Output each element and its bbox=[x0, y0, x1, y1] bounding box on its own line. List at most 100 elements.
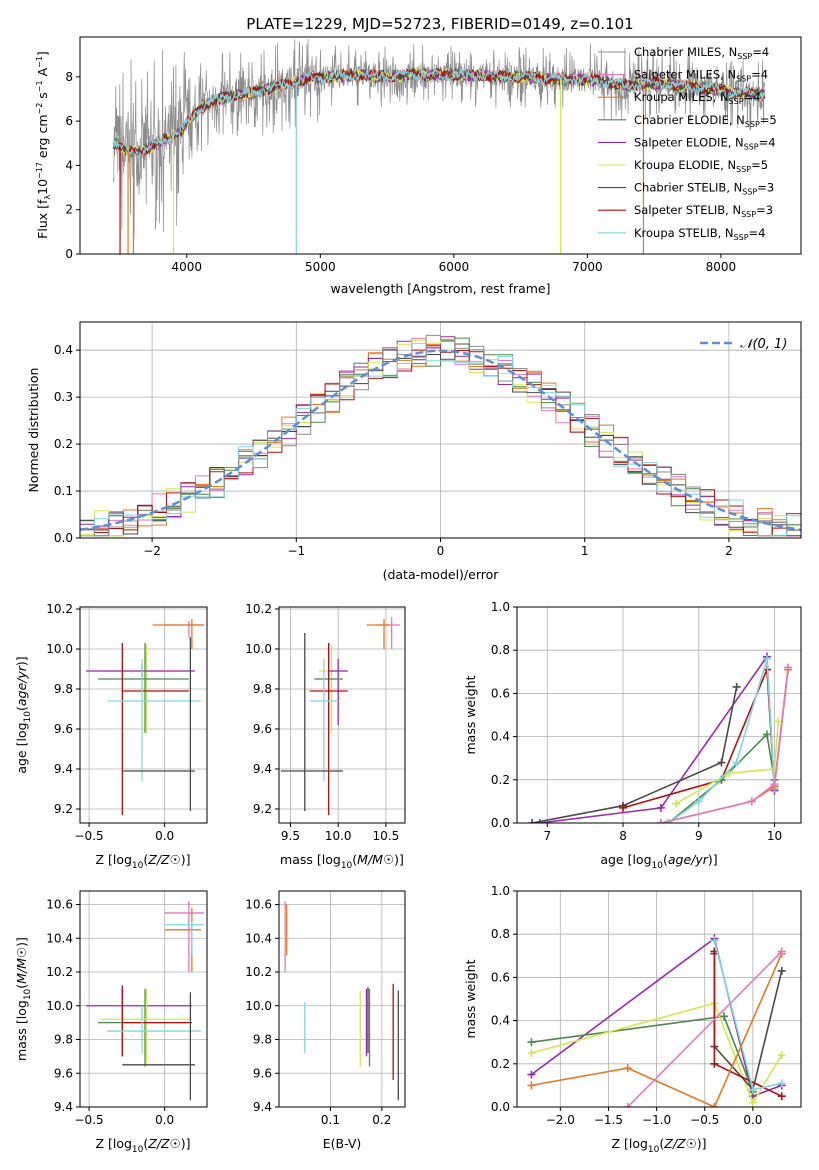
panels: 4000 5000 6000 7000 8000 0 2 4 6 8 wavelength [Ang… bbox=[14, 36, 802, 1155]
model-spectrum-line bbox=[112, 67, 766, 161]
mass-weight-marker bbox=[777, 1051, 786, 1060]
y-tick-label: 0.3 bbox=[54, 390, 73, 404]
plot-area bbox=[112, 39, 766, 254]
axis-label: mass [log10(M/M☉)] bbox=[14, 937, 33, 1061]
x-tick-label: 4000 bbox=[172, 260, 203, 274]
y-tick-label: 10.0 bbox=[46, 999, 73, 1013]
y-tick-label: 0.6 bbox=[491, 970, 510, 984]
mass-weight-line bbox=[531, 686, 738, 823]
y-tick-label: 2 bbox=[65, 203, 73, 217]
y-tick-label: 10.0 bbox=[245, 999, 272, 1013]
x-tick-label: 9 bbox=[695, 829, 703, 843]
mass-weight-marker bbox=[710, 1103, 719, 1107]
plot-area bbox=[86, 901, 204, 1101]
mass-weight-marker bbox=[719, 1012, 728, 1021]
x-tick-label: 9.5 bbox=[281, 829, 300, 843]
axes-frame bbox=[516, 890, 802, 1108]
y-tick-label: 4 bbox=[65, 158, 73, 172]
y-tick-label: 1.0 bbox=[491, 600, 510, 614]
mass-weight-marker bbox=[717, 758, 726, 767]
y-tick-label: 9.4 bbox=[54, 762, 73, 776]
y-tick-label: 0.2 bbox=[491, 1057, 510, 1071]
mass-weight-line bbox=[627, 950, 783, 1107]
mass-weight-marker bbox=[694, 797, 703, 806]
y-tick-label: 10.6 bbox=[245, 898, 272, 912]
y-tick-label: 8 bbox=[65, 70, 73, 84]
panel-age-vs-mass: 9.5 10.0 10.5 9.2 9.4 9.6 9.8 10.0 10.2 mass [log… bbox=[245, 602, 406, 871]
x-tick-label: −2.0 bbox=[546, 1113, 575, 1127]
mass-weight-marker bbox=[747, 797, 756, 806]
mass-weight-marker bbox=[619, 803, 628, 812]
panel-mass-vs-EBV: 0.1 0.2 9.4 9.6 9.8 10.0 10.2 10.4 10.6 E(B-V) bbox=[245, 890, 406, 1151]
mass-weight-marker bbox=[656, 803, 665, 812]
x-tick-label: 0 bbox=[437, 544, 445, 558]
mass-weight-marker bbox=[777, 947, 786, 956]
mass-weight-line bbox=[675, 721, 780, 805]
mass-weight-line bbox=[660, 667, 789, 823]
y-tick-label: 9.8 bbox=[253, 1033, 272, 1047]
x-tick-label: 0.1 bbox=[321, 1113, 340, 1127]
y-tick-label: 9.4 bbox=[253, 762, 272, 776]
mass-weight-marker bbox=[656, 819, 665, 823]
mass-weight-marker bbox=[774, 717, 783, 726]
panel-residuals: −2 −1 0 1 2 0.0 0.1 0.2 0.3 0.4 𝒩(0, 1) (data-model… bbox=[26, 321, 802, 582]
mass-weight-marker bbox=[528, 819, 537, 823]
legend-entry: 𝒩(0, 1) bbox=[740, 337, 787, 352]
y-tick-label: 9.8 bbox=[54, 1033, 73, 1047]
y-axis-label: age [log10(age/yr)] bbox=[14, 656, 33, 773]
y-tick-label: 1.0 bbox=[491, 884, 510, 898]
mass-weight-marker bbox=[623, 1103, 632, 1107]
x-tick-label: 0.2 bbox=[372, 1113, 391, 1127]
mass-weight-marker bbox=[777, 1092, 786, 1101]
x-tick-label: 10.5 bbox=[373, 829, 400, 843]
mass-weight-marker bbox=[748, 1085, 757, 1094]
x-tick-label: 8000 bbox=[706, 260, 737, 274]
axis-label: Z [log10(Z/Z☉)] bbox=[95, 1136, 190, 1155]
axes-frame bbox=[79, 321, 802, 539]
legend-entry: Salpeter STELIB, NSSP=3 bbox=[634, 203, 773, 219]
figure-title: PLATE=1229, MJD=52723, FIBERID=0149, z=0… bbox=[246, 15, 633, 33]
axis-label: Z [log10(Z/Z☉)] bbox=[611, 1136, 706, 1155]
mass-weight-marker bbox=[527, 1038, 536, 1047]
y-tick-label: 9.2 bbox=[54, 802, 73, 816]
legend-entry: Salpeter MILES, NSSP=4 bbox=[634, 68, 768, 84]
plot-area bbox=[86, 619, 204, 815]
y-tick-label: 9.8 bbox=[54, 682, 73, 696]
residual-histogram bbox=[80, 343, 801, 537]
x-tick-label: −1.5 bbox=[594, 1113, 623, 1127]
y-axis-label: Flux [fλ10−17 erg cm−2 s−1 A−1] bbox=[35, 51, 52, 239]
plot-area bbox=[284, 901, 399, 1101]
mass-weight-marker bbox=[527, 1081, 536, 1090]
x-tick-label: 10 bbox=[767, 829, 782, 843]
plot-area bbox=[527, 934, 786, 1107]
y-tick-label: 0.1 bbox=[54, 484, 73, 498]
x-tick-label: −1 bbox=[287, 544, 305, 558]
x-tick-label: 8 bbox=[619, 829, 627, 843]
mass-weight-marker bbox=[710, 936, 719, 945]
mass-weight-marker bbox=[623, 1064, 632, 1073]
x-tick-label: 7000 bbox=[572, 260, 603, 274]
gaussian-curve bbox=[80, 349, 801, 532]
y-tick-label: 9.4 bbox=[253, 1100, 272, 1114]
y-tick-label: 9.6 bbox=[253, 722, 272, 736]
axes-frame bbox=[79, 890, 208, 1108]
y-tick-label: 9.6 bbox=[54, 722, 73, 736]
y-tick-label: 9.6 bbox=[253, 1066, 272, 1080]
mass-weight-marker bbox=[762, 730, 771, 739]
mass-weight-marker bbox=[762, 654, 771, 663]
mass-weight-marker bbox=[784, 663, 793, 672]
plot-area bbox=[528, 652, 793, 823]
mass-weight-line bbox=[531, 953, 783, 1107]
y-tick-label: 0.0 bbox=[54, 531, 73, 545]
residual-histogram bbox=[80, 337, 801, 537]
x-tick-label: 10.0 bbox=[325, 829, 352, 843]
panel-mass-weight-vs-Z: −2.0 −1.5 −1.0 −0.5 0.0 0.0 0.2 0.4 0.6 0.8 1.0 mas… bbox=[463, 884, 802, 1155]
x-tick-label: 6000 bbox=[439, 260, 470, 274]
x-axis-label: (data-model)/error bbox=[383, 567, 500, 582]
legend-entry: Kroupa MILES, NSSP=4 bbox=[634, 90, 760, 106]
y-tick-label: 10.0 bbox=[245, 642, 272, 656]
plot-area bbox=[80, 334, 801, 537]
legend-entry: Salpeter ELODIE, NSSP=4 bbox=[634, 135, 776, 151]
panel-mass-weight-vs-age: 7 8 9 10 0.0 0.2 0.4 0.6 0.8 1.0 mass weight age [l… bbox=[463, 600, 802, 871]
